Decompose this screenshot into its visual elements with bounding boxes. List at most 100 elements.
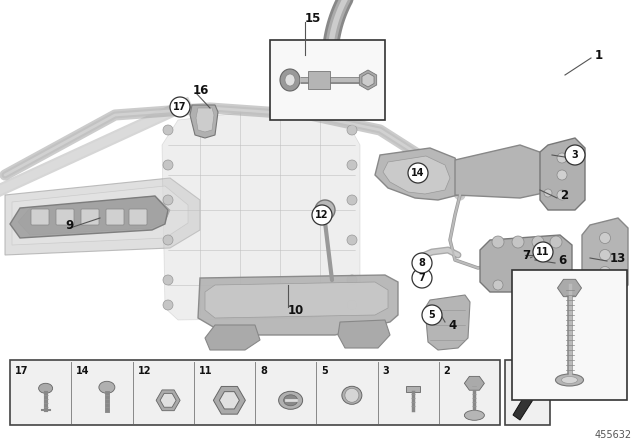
Ellipse shape	[280, 69, 300, 91]
Polygon shape	[308, 71, 330, 89]
FancyBboxPatch shape	[81, 209, 99, 225]
Circle shape	[515, 280, 525, 290]
Polygon shape	[406, 386, 420, 392]
Polygon shape	[582, 218, 628, 292]
Text: 15: 15	[305, 12, 321, 25]
Circle shape	[600, 250, 611, 260]
Polygon shape	[338, 320, 390, 348]
FancyBboxPatch shape	[56, 209, 74, 225]
Text: 8: 8	[419, 258, 426, 268]
FancyBboxPatch shape	[512, 270, 627, 400]
Text: 12: 12	[138, 366, 151, 376]
FancyBboxPatch shape	[10, 360, 500, 425]
Circle shape	[347, 160, 357, 170]
Polygon shape	[190, 105, 218, 138]
Circle shape	[565, 145, 585, 165]
Text: 4: 4	[448, 319, 456, 332]
Text: 7: 7	[419, 273, 426, 283]
Circle shape	[555, 280, 565, 290]
Circle shape	[537, 280, 547, 290]
FancyBboxPatch shape	[31, 209, 49, 225]
Text: 13: 13	[610, 251, 627, 264]
Polygon shape	[10, 196, 168, 238]
Ellipse shape	[561, 376, 577, 383]
Circle shape	[163, 235, 173, 245]
Circle shape	[557, 170, 567, 180]
Text: 10: 10	[288, 303, 304, 316]
Circle shape	[493, 280, 503, 290]
Text: 17: 17	[15, 366, 29, 376]
Circle shape	[345, 388, 359, 402]
Circle shape	[422, 305, 442, 325]
Circle shape	[163, 195, 173, 205]
Polygon shape	[12, 186, 188, 245]
Circle shape	[533, 242, 553, 262]
Polygon shape	[205, 282, 388, 318]
Circle shape	[170, 97, 190, 117]
Polygon shape	[198, 275, 398, 335]
Text: 14: 14	[76, 366, 90, 376]
Circle shape	[492, 236, 504, 248]
Circle shape	[544, 189, 552, 197]
Circle shape	[347, 235, 357, 245]
Polygon shape	[213, 387, 245, 414]
Polygon shape	[425, 295, 470, 350]
Circle shape	[347, 275, 357, 285]
Circle shape	[532, 236, 544, 248]
Polygon shape	[540, 138, 585, 210]
Text: 1: 1	[595, 48, 603, 61]
Polygon shape	[196, 108, 214, 132]
Polygon shape	[557, 280, 582, 297]
Polygon shape	[465, 376, 484, 390]
Text: 2: 2	[444, 366, 451, 376]
Ellipse shape	[284, 395, 298, 406]
Text: 11: 11	[536, 247, 550, 257]
Circle shape	[347, 300, 357, 310]
Ellipse shape	[556, 374, 584, 386]
Circle shape	[315, 200, 335, 220]
Circle shape	[163, 160, 173, 170]
Circle shape	[557, 153, 567, 163]
Circle shape	[550, 236, 562, 248]
Circle shape	[163, 275, 173, 285]
Polygon shape	[162, 105, 360, 320]
Ellipse shape	[99, 381, 115, 393]
Text: 8: 8	[260, 366, 267, 376]
Polygon shape	[455, 145, 555, 198]
Text: 12: 12	[316, 210, 329, 220]
Ellipse shape	[465, 410, 484, 420]
Circle shape	[163, 300, 173, 310]
Ellipse shape	[278, 391, 303, 409]
Polygon shape	[362, 73, 374, 87]
Circle shape	[312, 205, 332, 225]
Text: 5: 5	[321, 366, 328, 376]
Ellipse shape	[38, 383, 52, 393]
Text: 2: 2	[560, 189, 568, 202]
Polygon shape	[359, 70, 377, 90]
Polygon shape	[480, 235, 572, 292]
Text: 6: 6	[558, 254, 566, 267]
Circle shape	[163, 125, 173, 135]
Circle shape	[512, 236, 524, 248]
Text: 5: 5	[429, 310, 435, 320]
Text: 11: 11	[199, 366, 212, 376]
Circle shape	[347, 125, 357, 135]
Polygon shape	[5, 178, 200, 255]
Text: 9: 9	[65, 219, 73, 232]
FancyBboxPatch shape	[270, 40, 385, 120]
Circle shape	[600, 267, 611, 277]
Circle shape	[408, 163, 428, 183]
Text: 16: 16	[193, 83, 209, 96]
Polygon shape	[160, 393, 176, 407]
Text: 14: 14	[412, 168, 425, 178]
Text: 3: 3	[383, 366, 389, 376]
Circle shape	[557, 190, 567, 200]
FancyBboxPatch shape	[129, 209, 147, 225]
Polygon shape	[383, 156, 450, 194]
Text: 7: 7	[522, 249, 530, 262]
Polygon shape	[156, 390, 180, 411]
Polygon shape	[375, 148, 462, 200]
Polygon shape	[220, 392, 239, 409]
Ellipse shape	[342, 386, 362, 404]
Polygon shape	[205, 325, 260, 350]
